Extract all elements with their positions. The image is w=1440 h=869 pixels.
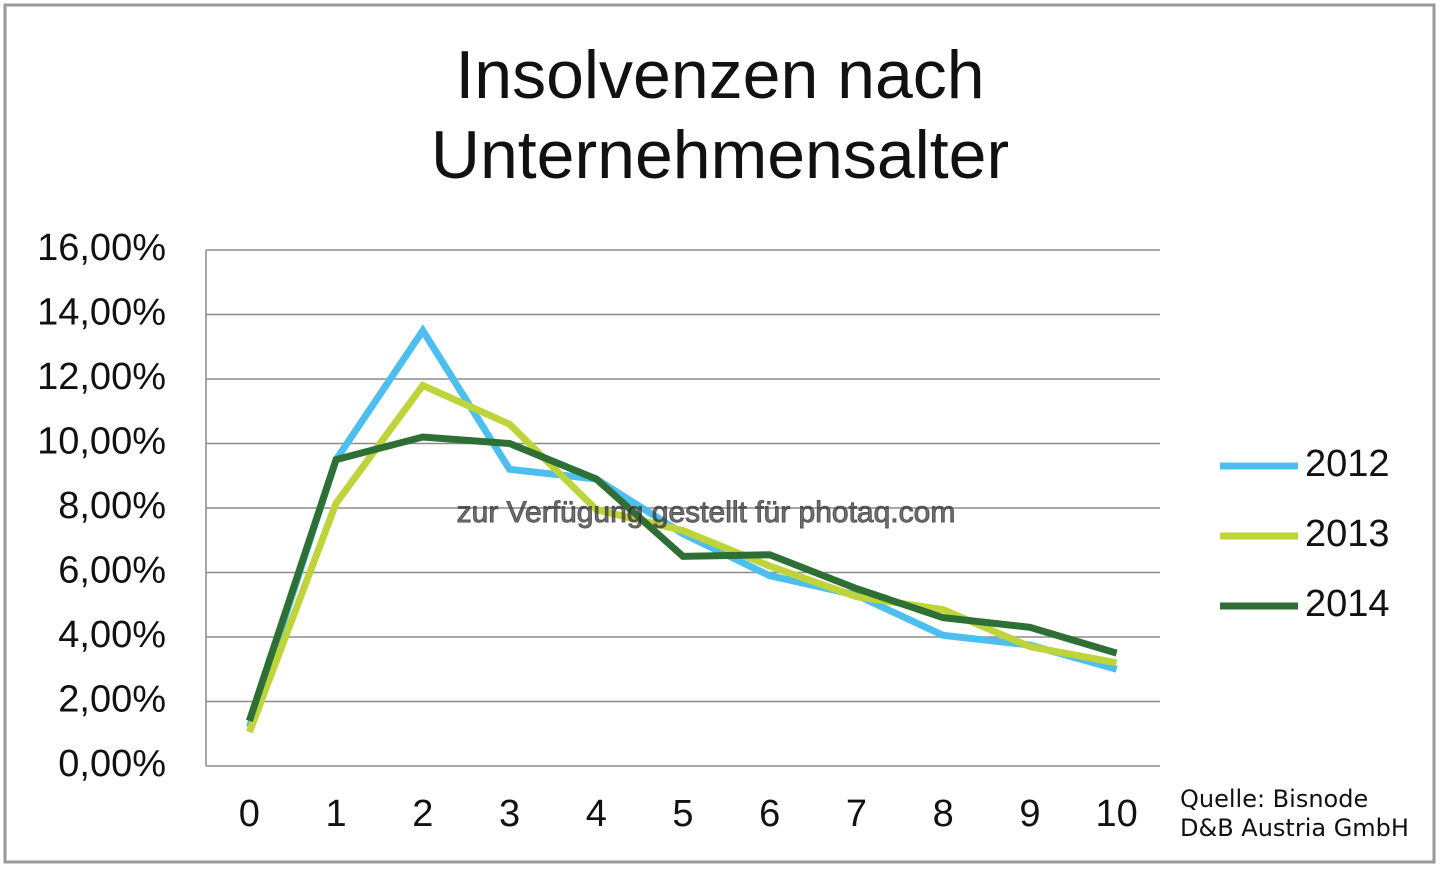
x-tick-label: 5 [672, 793, 693, 835]
y-tick-label: 4,00% [58, 614, 166, 656]
legend-label: 2012 [1305, 443, 1390, 485]
x-tick-label: 10 [1095, 793, 1137, 835]
y-tick-label: 16,00% [37, 227, 166, 269]
x-tick-label: 8 [933, 793, 954, 835]
x-tick-label: 4 [586, 793, 607, 835]
x-tick-label: 0 [239, 793, 260, 835]
x-tick-label: 9 [1019, 793, 1040, 835]
y-tick-label: 12,00% [37, 356, 166, 398]
y-tick-label: 6,00% [58, 550, 166, 592]
source-note: D&B Austria GmbH [1180, 814, 1409, 842]
y-tick-label: 0,00% [58, 743, 166, 785]
y-tick-label: 8,00% [58, 485, 166, 527]
watermark: zur Verfügung gestellt für photaq.com [457, 496, 956, 529]
chart-frame [3, 3, 1436, 864]
x-tick-label: 3 [499, 793, 520, 835]
y-tick-label: 10,00% [37, 421, 166, 463]
x-tick-label: 2 [412, 793, 433, 835]
x-tick-label: 6 [759, 793, 780, 835]
source-note: Quelle: Bisnode [1180, 785, 1368, 813]
y-tick-label: 2,00% [58, 679, 166, 721]
x-tick-label: 7 [846, 793, 867, 835]
legend-label: 2013 [1305, 513, 1390, 555]
x-tick-label: 1 [326, 793, 347, 835]
chart-title: Insolvenzen nach [455, 37, 984, 113]
chart-title: Unternehmensalter [431, 117, 1009, 193]
data-line [246, 433, 1118, 722]
legend-label: 2014 [1305, 583, 1390, 625]
y-tick-label: 14,00% [37, 292, 166, 334]
